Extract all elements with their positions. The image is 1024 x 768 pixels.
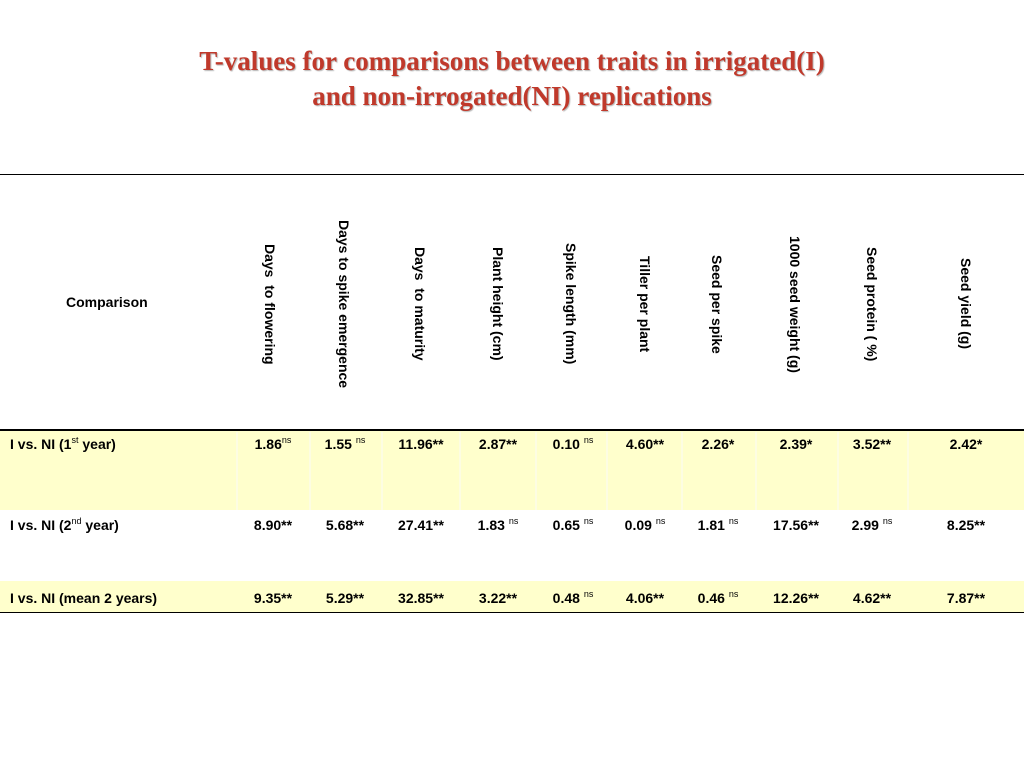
table-cell: 5.68** [325, 517, 365, 533]
table-cell: 4.62** [852, 590, 892, 606]
column-header-days-to-spike-emergence: Days to spike emergence [336, 219, 352, 389]
column-separator [755, 432, 757, 510]
table-cell: 8.90** [253, 517, 293, 533]
table-cell: 17.56** [773, 517, 819, 533]
table-cell: 4.06** [625, 590, 665, 606]
table-cell: 12.26** [773, 590, 819, 606]
column-separator [907, 432, 909, 510]
column-separator [236, 432, 238, 510]
column-separator [381, 432, 383, 510]
table-cell: 2.42* [949, 436, 983, 452]
column-header-seed-per-spike: Seed per spike [709, 254, 725, 354]
table-cell: 9.35** [253, 590, 293, 606]
table-cell: 1.86ns [254, 435, 292, 453]
table-cell: 1.81 ns [697, 516, 739, 534]
row-1-background [0, 430, 1024, 510]
table-cell: 0.48 ns [552, 589, 594, 607]
table-cell: 27.41** [398, 517, 444, 533]
table-cell: 11.96** [398, 436, 444, 452]
title-line-2: and non-irrogated(NI) replications [312, 81, 712, 111]
table-cell: 2.26* [701, 436, 735, 452]
table-cell: 0.46 ns [697, 589, 739, 607]
column-header-seed-yield: Seed yield (g) [958, 258, 974, 350]
slide-title: T-values for comparisons between traits … [0, 44, 1024, 114]
comparison-header: Comparison [66, 294, 148, 310]
column-header-1000-seed-weight: 1000 seed weight (g) [787, 235, 803, 373]
row-label-second-year: I vs. NI (2nd year) [10, 516, 119, 534]
table-cell: 2.87** [478, 436, 518, 452]
table-cell: 4.60** [625, 436, 665, 452]
row-label-mean-two-years: I vs. NI (mean 2 years) [10, 590, 158, 606]
table-cell: 0.10 ns [552, 435, 594, 453]
column-header-plant-height: Plant height (cm) [490, 247, 506, 361]
column-separator [535, 432, 537, 510]
column-header-days-to-flowering: Days to flowering [262, 243, 278, 365]
table-cell: 2.39* [779, 436, 813, 452]
column-separator [459, 432, 461, 510]
column-separator [309, 432, 311, 510]
table-bottom-rule [0, 612, 1024, 613]
table-cell: 3.22** [478, 590, 518, 606]
table-top-rule [0, 174, 1024, 175]
title-line-1: T-values for comparisons between traits … [199, 46, 825, 76]
column-header-tiller-per-plant: Tiller per plant [637, 255, 653, 353]
table-cell: 2.99 ns [851, 516, 893, 534]
column-header-seed-protein: Seed protein ( %) [864, 246, 880, 362]
column-header-spike-length: Spike length (mm) [563, 243, 579, 365]
table-cell: 32.85** [398, 590, 444, 606]
header-bottom-rule [0, 429, 1024, 431]
column-header-days-to-maturity: Days to maturity [412, 247, 428, 361]
row-3-background [0, 581, 1024, 612]
column-separator [681, 432, 683, 510]
table-cell: 0.09 ns [624, 516, 666, 534]
table-cell: 7.87** [946, 590, 986, 606]
row-label-first-year: I vs. NI (1st year) [10, 435, 116, 453]
table-cell: 3.52** [852, 436, 892, 452]
table-cell: 8.25** [946, 517, 986, 533]
table-cell: 1.83 ns [477, 516, 519, 534]
column-separator [606, 432, 608, 510]
table-cell: 0.65 ns [552, 516, 594, 534]
column-separator [837, 432, 839, 510]
table-cell: 1.55 ns [324, 435, 366, 453]
table-cell: 5.29** [325, 590, 365, 606]
